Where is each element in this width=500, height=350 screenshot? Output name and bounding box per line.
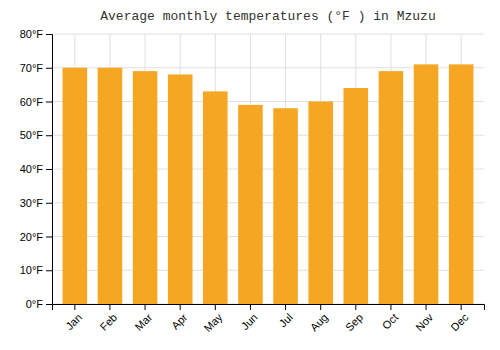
y-tick: 80°F bbox=[20, 28, 52, 40]
y-tick-mark bbox=[46, 68, 52, 69]
bar bbox=[414, 64, 439, 304]
x-tick-mark bbox=[250, 304, 251, 310]
x-tick: Feb bbox=[97, 304, 119, 333]
x-tick-mark bbox=[461, 304, 462, 310]
x-tick: Oct bbox=[380, 304, 401, 332]
bar bbox=[133, 71, 158, 304]
y-tick-label: 60°F bbox=[20, 96, 44, 108]
x-tick-mark bbox=[426, 304, 427, 310]
x-axis-line bbox=[53, 305, 485, 311]
y-tick: 30°F bbox=[20, 197, 52, 209]
bar bbox=[63, 68, 88, 304]
y-tick-mark bbox=[46, 304, 52, 305]
x-tick-mark bbox=[215, 304, 216, 310]
y-tick-mark bbox=[46, 270, 52, 271]
bar bbox=[168, 75, 193, 305]
x-tick: Mar bbox=[133, 304, 155, 333]
x-tick: Jul bbox=[276, 304, 294, 330]
y-tick: 10°F bbox=[20, 264, 52, 276]
bar bbox=[379, 71, 404, 304]
bar bbox=[273, 108, 298, 304]
x-tick-label: Oct bbox=[380, 311, 401, 332]
bar bbox=[98, 68, 123, 304]
x-tick-label: Nov bbox=[413, 311, 436, 334]
y-tick-label: 30°F bbox=[20, 197, 44, 209]
y-tick-mark bbox=[46, 135, 52, 136]
x-tick-mark bbox=[390, 304, 391, 310]
y-tick-label: 80°F bbox=[20, 28, 44, 40]
bar bbox=[203, 91, 228, 304]
x-tick: Dec bbox=[448, 304, 471, 333]
bar bbox=[449, 64, 474, 304]
grid-line bbox=[52, 34, 484, 35]
y-tick-mark bbox=[46, 169, 52, 170]
x-axis: Jan Feb Mar Apr May Jun Jul Aug Sep Oct Nov Dec bbox=[53, 304, 485, 334]
y-tick-label: 10°F bbox=[20, 264, 44, 276]
x-tick-label: Feb bbox=[97, 311, 119, 333]
y-tick: 70°F bbox=[20, 62, 52, 74]
y-tick-mark bbox=[46, 203, 52, 204]
y-tick-mark bbox=[46, 34, 52, 35]
y-tick: 50°F bbox=[20, 129, 52, 141]
title: Average monthly temperatures (°F ) in Mz… bbox=[100, 9, 435, 24]
plot: 0°F 10°F 20°F 30°F 40°F 50°F 60°F 70°F 80°F Jan Fe… bbox=[20, 28, 485, 334]
x-tick: Jan bbox=[63, 304, 84, 332]
x-tick-label: May bbox=[201, 311, 225, 335]
x-tick-mark bbox=[109, 304, 110, 310]
y-tick-label: 20°F bbox=[20, 231, 44, 243]
x-tick-label: Aug bbox=[308, 311, 330, 333]
chart: 0°F 10°F 20°F 30°F 40°F 50°F 60°F 70°F 80°F Jan Fe… bbox=[0, 0, 500, 350]
x-tick-label: Jun bbox=[239, 311, 260, 332]
x-tick-mark bbox=[355, 304, 356, 310]
x-tick: May bbox=[201, 304, 225, 334]
bar bbox=[238, 105, 263, 304]
y-tick-label: 70°F bbox=[20, 62, 44, 74]
y-axis: 0°F 10°F 20°F 30°F 40°F 50°F 60°F 70°F 80°F bbox=[20, 28, 53, 310]
x-tick-label: Jan bbox=[63, 311, 84, 332]
y-tick-mark bbox=[46, 102, 52, 103]
y-tick-label: 40°F bbox=[20, 163, 44, 175]
x-tick: Aug bbox=[308, 304, 330, 333]
y-axis-line bbox=[46, 35, 53, 305]
bar bbox=[308, 102, 333, 305]
x-tick-mark bbox=[74, 304, 75, 310]
x-tick: Sep bbox=[343, 304, 365, 333]
y-tick: 40°F bbox=[20, 163, 52, 175]
x-tick-mark bbox=[320, 304, 321, 310]
grid bbox=[52, 34, 484, 304]
y-tick: 60°F bbox=[20, 96, 52, 108]
x-tick-label: Sep bbox=[343, 311, 365, 333]
y-tick: 20°F bbox=[20, 231, 52, 243]
bars bbox=[63, 64, 474, 304]
x-tick-label: Mar bbox=[133, 311, 155, 333]
x-tick: Apr bbox=[169, 304, 190, 332]
bar bbox=[344, 88, 369, 304]
y-tick-mark bbox=[46, 237, 52, 238]
x-tick-label: Jul bbox=[276, 311, 294, 329]
x-tick: Jun bbox=[239, 304, 260, 332]
y-tick-label: 0°F bbox=[26, 298, 44, 310]
x-tick-mark bbox=[180, 304, 181, 310]
x-tick-mark bbox=[285, 304, 286, 310]
x-tick: Nov bbox=[413, 304, 436, 333]
x-tick-label: Dec bbox=[448, 311, 471, 334]
x-tick-mark bbox=[145, 304, 146, 310]
y-tick-label: 50°F bbox=[20, 129, 44, 141]
y-tick: 0°F bbox=[26, 298, 52, 310]
x-tick-label: Apr bbox=[169, 311, 190, 332]
